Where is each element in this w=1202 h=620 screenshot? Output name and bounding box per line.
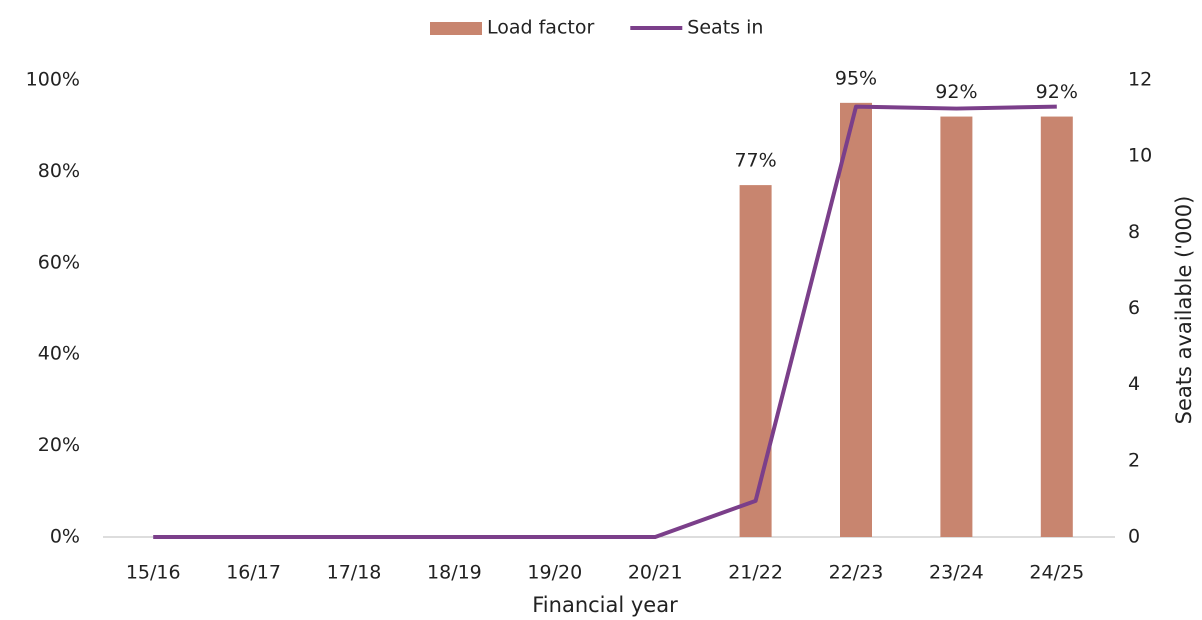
y2-tick-label: 6 xyxy=(1128,297,1140,319)
x-tick-label: 21/22 xyxy=(728,562,783,584)
x-tick-label: 19/20 xyxy=(527,562,582,584)
line xyxy=(153,104,1057,539)
y-tick-label: 100% xyxy=(26,69,80,91)
x-tick-label: 20/21 xyxy=(628,562,683,584)
legend-swatch xyxy=(430,22,482,35)
data-label: 95% xyxy=(835,67,877,89)
x-tick-label: 24/25 xyxy=(1029,562,1084,584)
bar xyxy=(840,102,872,537)
y2-tick-label: 2 xyxy=(1128,449,1140,471)
y2-tick-label: 12 xyxy=(1128,69,1152,91)
y2-tick-label: 8 xyxy=(1128,221,1140,243)
y-tick-label: 80% xyxy=(38,160,80,182)
y-tick-label: 20% xyxy=(38,434,80,456)
x-tick-label: 22/23 xyxy=(829,562,884,584)
x-tick-label: 18/19 xyxy=(427,562,482,584)
y2-tick-label: 0 xyxy=(1128,526,1140,548)
y2-tick-label: 10 xyxy=(1128,145,1152,167)
y2-tick-label: 4 xyxy=(1128,373,1140,395)
x-axis-label: Financial year xyxy=(532,593,678,617)
x-tick-label: 16/17 xyxy=(226,562,281,584)
bar xyxy=(940,116,973,537)
data-label: 92% xyxy=(1036,81,1078,103)
data-label: 92% xyxy=(935,81,977,103)
y2-axis-label: Seats available ('000) xyxy=(1172,196,1196,425)
x-tick-label: 15/16 xyxy=(126,562,181,584)
legend-label: Seats in xyxy=(687,17,763,39)
y-tick-label: 40% xyxy=(38,343,80,365)
bar xyxy=(1040,116,1073,537)
y-tick-label: 0% xyxy=(50,526,80,548)
y-tick-label: 60% xyxy=(38,251,80,273)
bar xyxy=(739,185,772,538)
x-tick-label: 17/18 xyxy=(327,562,382,584)
x-tick-label: 23/24 xyxy=(929,562,984,584)
legend-label: Load factor xyxy=(487,17,594,39)
data-label: 77% xyxy=(734,150,776,172)
